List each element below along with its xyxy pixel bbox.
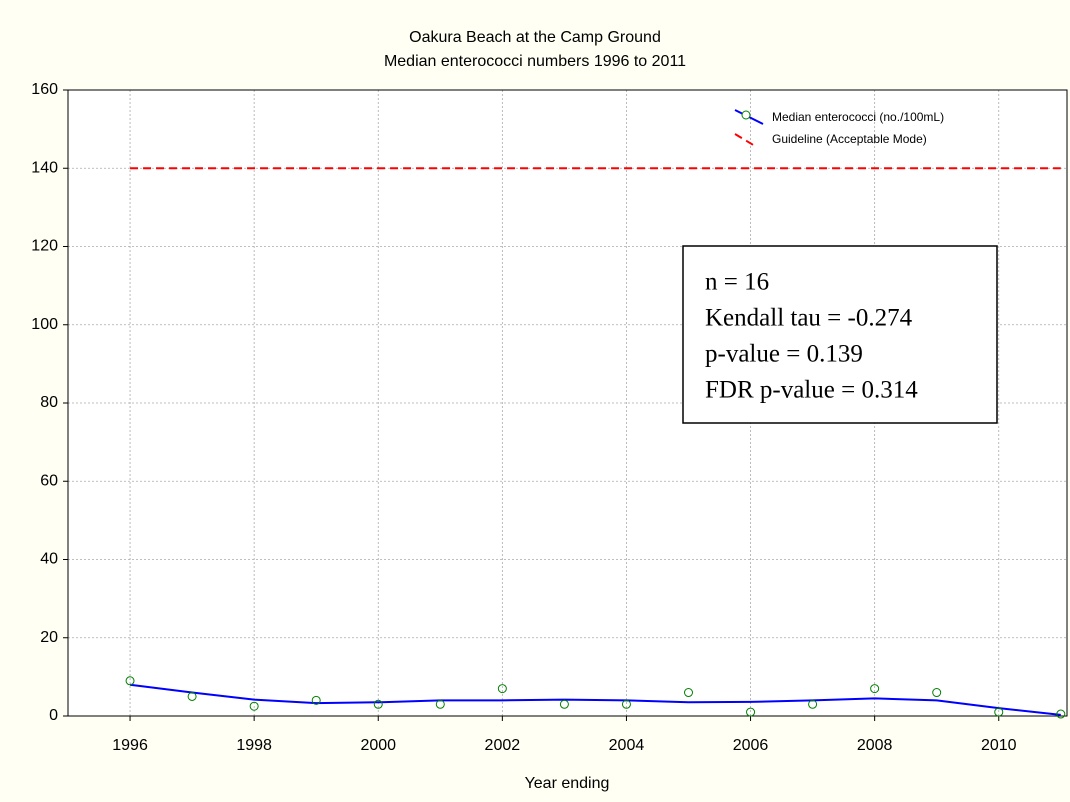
y-tick-label: 80 [40, 394, 58, 411]
annotation: p-value = 0.139 [705, 341, 863, 368]
y-tick-label: 140 [31, 159, 58, 176]
plot-border [67, 89, 1068, 717]
data-point [435, 699, 445, 709]
data-point [621, 699, 631, 709]
data-point [746, 707, 756, 717]
x-tick-label: 1998 [236, 737, 272, 754]
data-point [870, 684, 880, 694]
data-point [932, 688, 942, 698]
data-point [311, 695, 321, 705]
data-point [125, 676, 135, 686]
x-tick-label: 1996 [112, 737, 148, 754]
x-tick-label: 2004 [609, 737, 645, 754]
legend-label: Median enterococci (no./100mL) [772, 110, 944, 124]
fit-line [129, 683, 1061, 716]
annotation: n = 16 [705, 269, 769, 296]
annotation: FDR p-value = 0.314 [705, 377, 918, 404]
y-tick-label: 60 [40, 472, 58, 489]
x-tick-label: 2008 [857, 737, 893, 754]
data-point [187, 691, 197, 701]
data-point [249, 701, 259, 711]
data-point [373, 699, 383, 709]
chart-subtitle: Median enterococci numbers 1996 to 2011 [384, 53, 686, 70]
chart-title: Oakura Beach at the Camp Ground [409, 29, 661, 46]
stats-box [682, 245, 998, 424]
data-point [683, 688, 693, 698]
x-tick-label: 2006 [733, 737, 769, 754]
x-tick-label: 2002 [485, 737, 521, 754]
legend-swatch [734, 133, 756, 147]
y-tick-label: 40 [40, 551, 58, 568]
legend-marker [741, 110, 751, 120]
y-tick-label: 160 [31, 81, 58, 98]
x-axis-label: Year ending [525, 775, 610, 792]
annotation: Kendall tau = -0.274 [705, 305, 913, 332]
legend-label: Guideline (Acceptable Mode) [772, 132, 927, 146]
y-tick-label: 120 [31, 238, 58, 255]
y-tick-label: 0 [49, 707, 58, 724]
data-point [559, 699, 569, 709]
x-tick-label: 2010 [981, 737, 1017, 754]
data-point [808, 699, 818, 709]
x-tick-label: 2000 [360, 737, 396, 754]
data-point [1056, 709, 1066, 719]
data-point [994, 707, 1004, 717]
data-point [497, 684, 507, 694]
y-tick-label: 20 [40, 629, 58, 646]
y-tick-label: 100 [31, 316, 58, 333]
